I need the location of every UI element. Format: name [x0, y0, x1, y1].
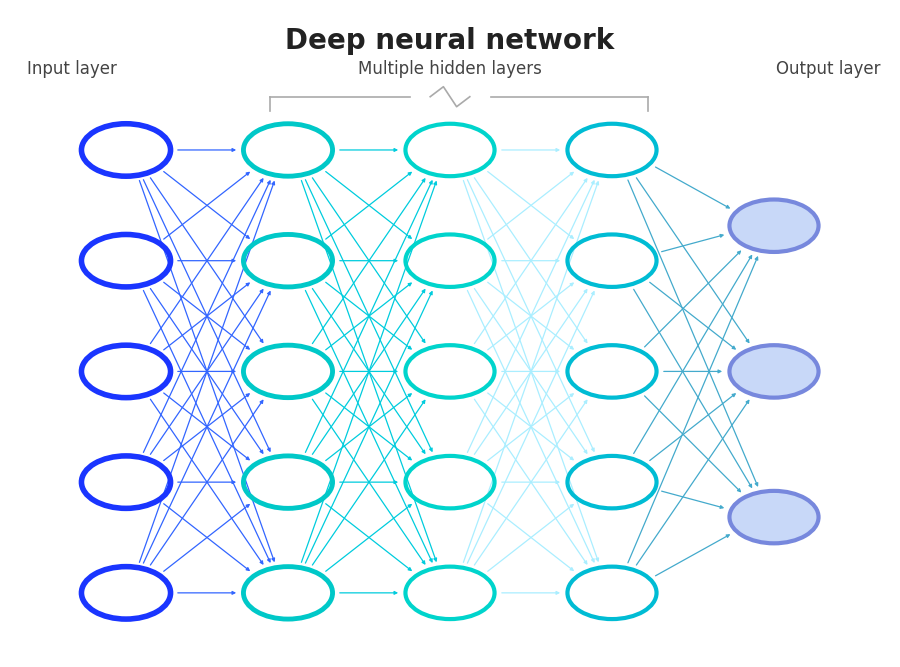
Ellipse shape	[729, 346, 819, 398]
Text: Deep neural network: Deep neural network	[285, 27, 615, 55]
Text: Input layer: Input layer	[27, 60, 117, 78]
Text: Multiple hidden layers: Multiple hidden layers	[358, 60, 542, 78]
Ellipse shape	[729, 491, 819, 544]
Ellipse shape	[729, 199, 819, 252]
Text: Output layer: Output layer	[776, 60, 880, 78]
